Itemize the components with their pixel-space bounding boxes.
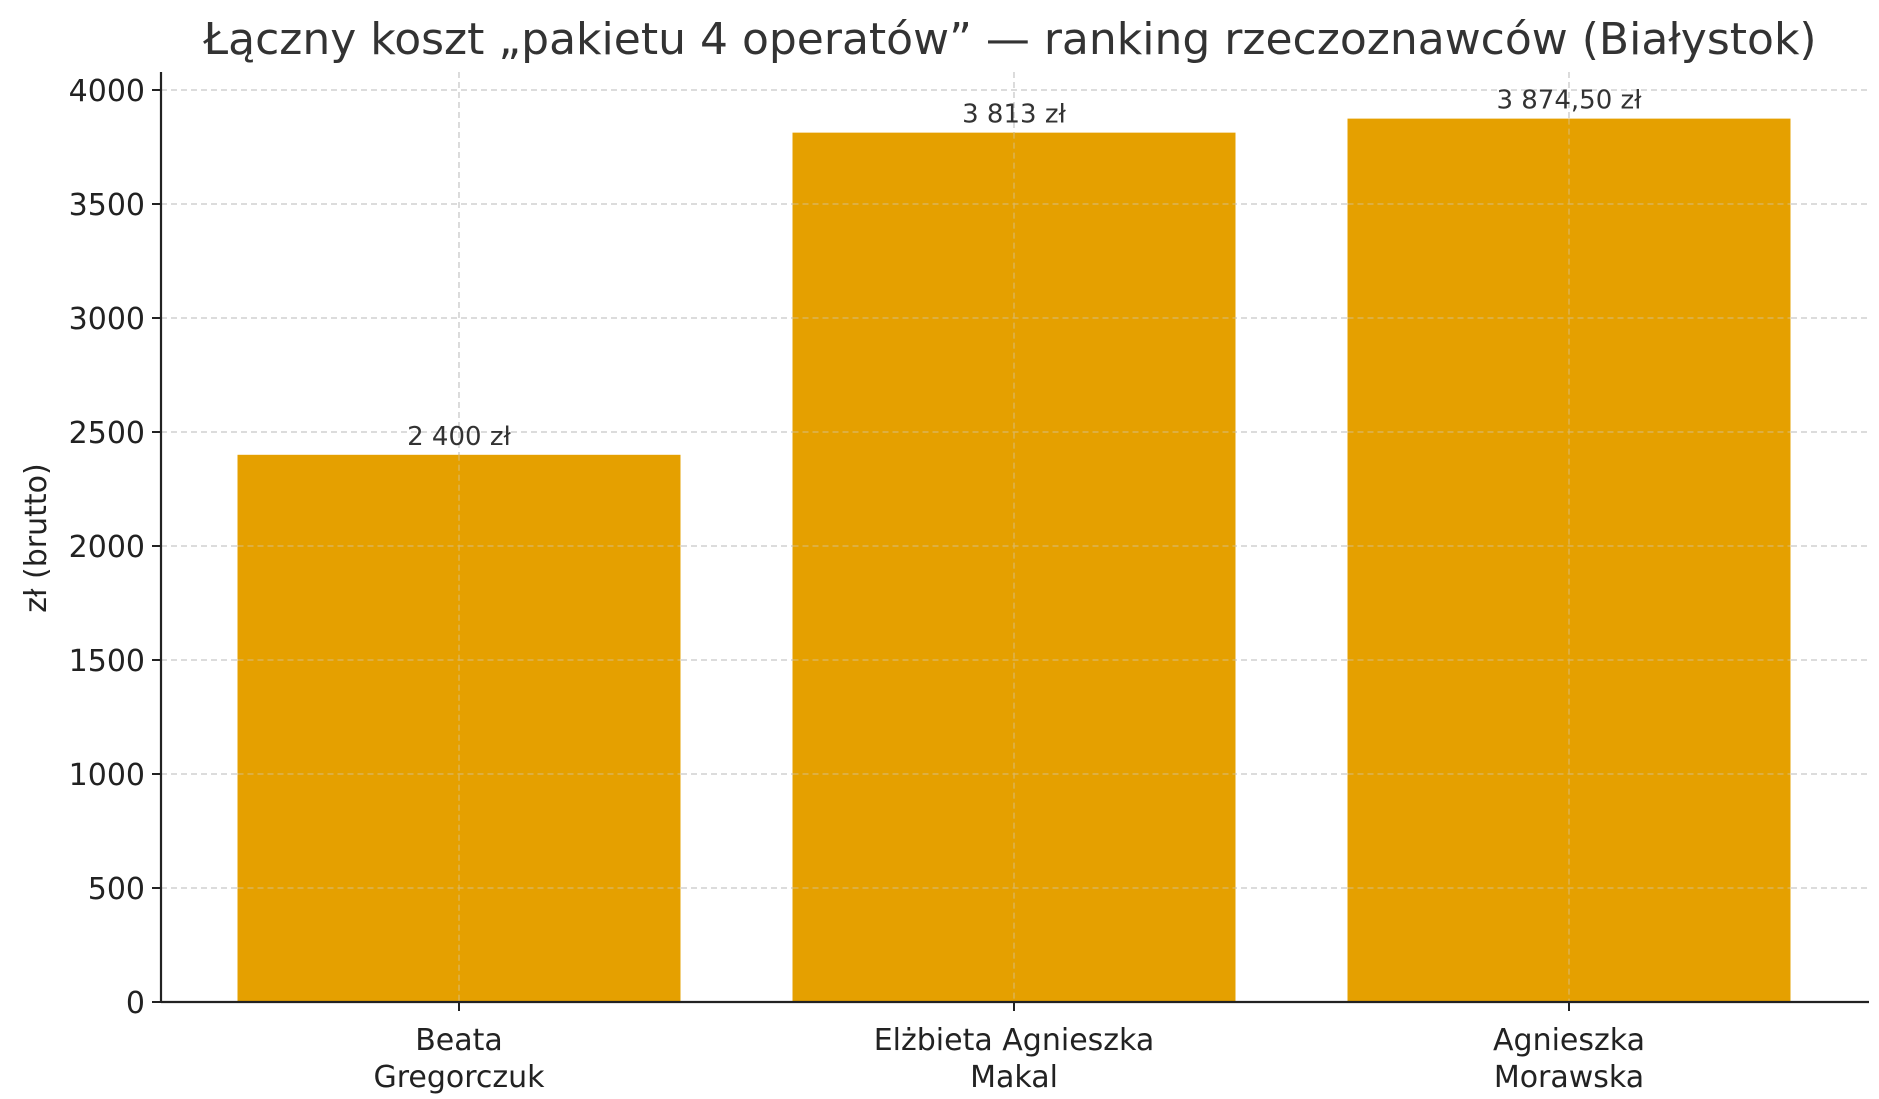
- x-tick-label-line: Gregorczuk: [373, 1060, 545, 1095]
- bar-value-label: 3 874,50 zł: [1496, 86, 1642, 116]
- y-tick-label: 3500: [69, 188, 145, 223]
- x-tick-label-line: Agnieszka: [1493, 1023, 1645, 1058]
- y-tick-label: 3000: [69, 302, 145, 337]
- axes: [152, 72, 1869, 1011]
- chart-title: Łączny koszt „pakietu 4 operatów” — rank…: [202, 14, 1816, 65]
- y-axis-label: zł (brutto): [19, 463, 54, 613]
- bars: [237, 118, 1791, 1003]
- y-tick-label: 2500: [69, 416, 145, 451]
- bar-value-label: 2 400 zł: [407, 422, 511, 452]
- labels: 0 500 1000 1500 2000 2500 3000 3500 4000 2 400 zł…: [69, 74, 1645, 1095]
- bar-value-label: 3 813 zł: [962, 100, 1066, 130]
- x-tick-label: Agnieszka Morawska: [1493, 1023, 1645, 1095]
- y-tick-label: 500: [88, 872, 145, 907]
- x-tick-label: Beata Gregorczuk: [373, 1023, 545, 1095]
- x-tick-label-line: Makal: [970, 1060, 1058, 1095]
- y-tick-label: 0: [126, 986, 145, 1021]
- y-tick-label: 4000: [69, 74, 145, 109]
- y-tick-label: 1500: [69, 644, 145, 679]
- x-tick-label-line: Morawska: [1494, 1060, 1644, 1095]
- y-tick-label: 1000: [69, 758, 145, 793]
- x-tick-label-line: Beata: [415, 1023, 503, 1058]
- y-tick-label: 2000: [69, 530, 145, 565]
- x-tick-label-line: Elżbieta Agnieszka: [874, 1023, 1155, 1058]
- x-tick-label: Elżbieta Agnieszka Makal: [874, 1023, 1155, 1095]
